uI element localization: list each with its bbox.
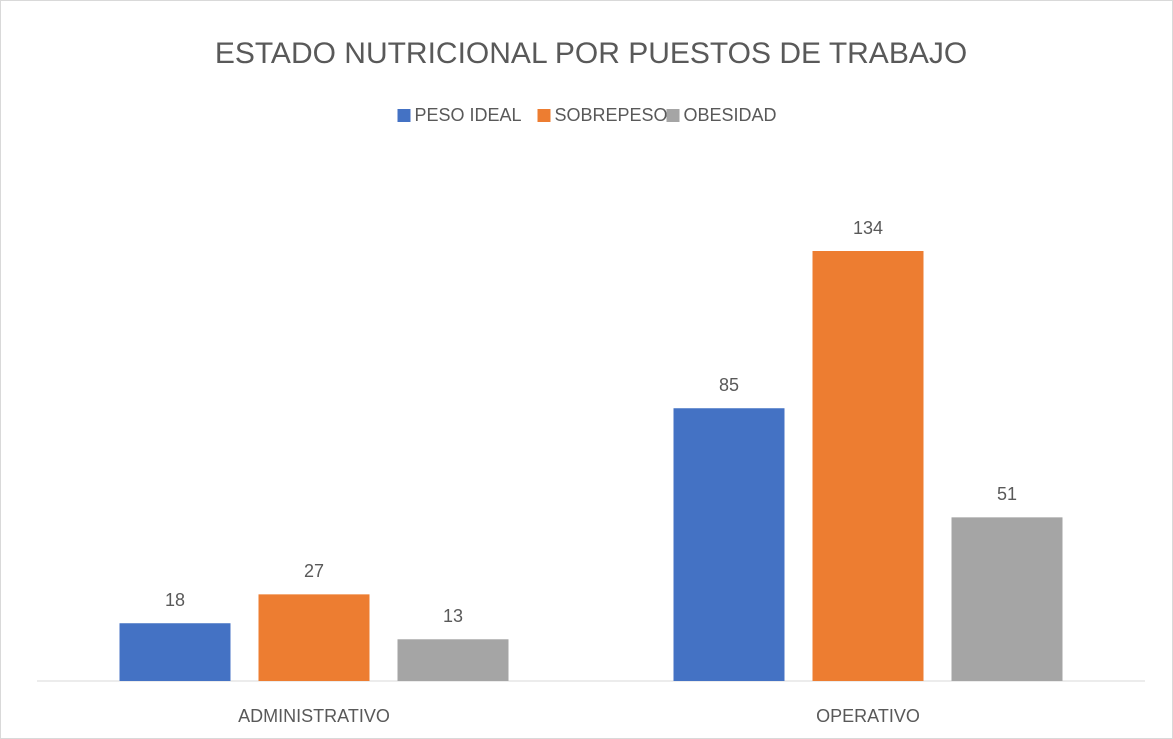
bar xyxy=(812,251,924,681)
data-label: 134 xyxy=(853,218,883,238)
x-tick-label: OPERATIVO xyxy=(816,706,920,726)
x-tick-label: ADMINISTRATIVO xyxy=(238,706,390,726)
bar xyxy=(397,639,509,681)
legend-label: OBESIDAD xyxy=(684,105,777,125)
data-label: 18 xyxy=(165,590,185,610)
bar xyxy=(673,408,785,681)
legend-swatch xyxy=(666,109,680,122)
bar xyxy=(119,623,231,681)
bar xyxy=(258,594,370,681)
data-label: 51 xyxy=(997,484,1017,504)
legend-label: SOBREPESO xyxy=(555,105,668,125)
chart-title: ESTADO NUTRICIONAL POR PUESTOS DE TRABAJ… xyxy=(215,37,967,70)
legend-label: PESO IDEAL xyxy=(415,105,522,125)
data-label: 27 xyxy=(304,561,324,581)
data-label: 13 xyxy=(443,606,463,626)
legend-swatch xyxy=(537,109,551,122)
data-label: 85 xyxy=(719,375,739,395)
bar xyxy=(951,517,1063,681)
legend-swatch xyxy=(397,109,411,122)
